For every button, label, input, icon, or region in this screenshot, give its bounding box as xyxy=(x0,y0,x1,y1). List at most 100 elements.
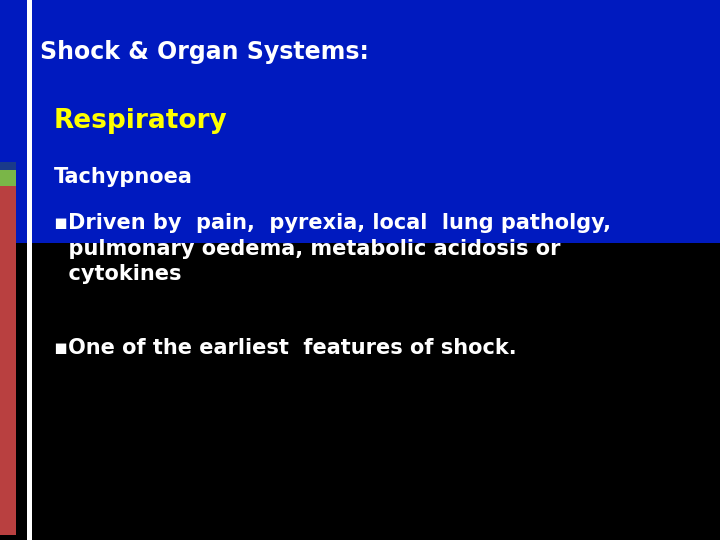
Bar xyxy=(0,94,720,97)
Bar xyxy=(0,375,720,378)
Bar xyxy=(0,162,720,165)
Bar xyxy=(0,246,720,248)
Bar xyxy=(0,529,720,532)
Bar xyxy=(0,27,720,30)
Bar xyxy=(0,14,720,16)
Bar xyxy=(0,54,720,57)
Bar xyxy=(0,184,720,186)
Bar xyxy=(0,481,720,483)
Bar xyxy=(0,294,720,297)
Bar xyxy=(0,405,720,408)
Bar xyxy=(0,205,720,208)
Bar xyxy=(0,491,720,494)
Bar xyxy=(0,494,720,497)
Bar xyxy=(0,130,720,132)
Bar xyxy=(0,73,720,76)
Bar xyxy=(0,103,720,105)
Bar xyxy=(0,138,720,140)
Bar xyxy=(0,521,720,524)
Bar xyxy=(0,35,720,38)
Bar xyxy=(0,305,720,308)
Bar xyxy=(0,408,720,410)
Bar xyxy=(0,418,720,421)
Bar xyxy=(0,86,720,89)
Bar xyxy=(0,513,720,516)
Bar xyxy=(0,413,720,416)
Bar xyxy=(0,346,720,348)
Bar xyxy=(0,3,720,5)
Bar xyxy=(0,5,720,8)
Bar xyxy=(0,170,720,173)
Bar xyxy=(0,394,720,397)
Bar xyxy=(0,437,720,440)
Bar xyxy=(0,208,720,211)
Bar xyxy=(0,284,720,286)
Bar xyxy=(0,470,720,472)
Bar xyxy=(0,122,720,124)
Bar xyxy=(0,332,720,335)
Bar xyxy=(0,351,720,354)
Bar xyxy=(0,392,720,394)
Bar xyxy=(0,11,720,14)
Bar xyxy=(0,300,720,302)
Bar xyxy=(0,135,720,138)
Bar xyxy=(0,248,720,251)
Text: ▪Driven by  pain,  pyrexia, local  lung patholgy,
  pulmonary oedema, metabolic : ▪Driven by pain, pyrexia, local lung pat… xyxy=(54,213,611,285)
Bar xyxy=(0,178,720,181)
Bar xyxy=(0,502,720,505)
Bar xyxy=(0,24,720,27)
Bar xyxy=(0,216,720,219)
Bar xyxy=(0,32,720,35)
Bar xyxy=(0,76,720,78)
Bar xyxy=(0,319,720,321)
Bar xyxy=(0,478,720,481)
Bar xyxy=(0,173,720,176)
Bar xyxy=(0,327,720,329)
Bar xyxy=(0,227,720,229)
Bar xyxy=(0,200,720,202)
Bar xyxy=(0,400,720,402)
Bar xyxy=(0,464,720,467)
Bar xyxy=(0,78,720,81)
Bar xyxy=(0,189,720,192)
Bar xyxy=(0,148,720,151)
Bar xyxy=(0,62,720,65)
Bar xyxy=(0,286,720,289)
Bar xyxy=(0,162,16,170)
Bar xyxy=(0,397,720,400)
Bar xyxy=(0,0,720,3)
Text: Tachypnoea: Tachypnoea xyxy=(54,167,193,187)
Bar xyxy=(0,451,720,454)
Bar xyxy=(0,316,720,319)
Text: ▪One of the earliest  features of shock.: ▪One of the earliest features of shock. xyxy=(54,338,517,357)
Bar xyxy=(0,270,720,273)
Bar xyxy=(0,524,720,526)
Bar xyxy=(0,537,720,540)
Bar xyxy=(0,367,720,370)
Bar xyxy=(0,235,720,238)
Bar xyxy=(0,281,720,284)
Bar xyxy=(0,254,720,256)
Bar xyxy=(0,267,720,270)
Bar xyxy=(0,51,720,54)
Bar xyxy=(0,140,720,143)
Bar xyxy=(0,459,720,462)
Bar xyxy=(0,105,720,108)
Bar xyxy=(0,359,720,362)
Bar xyxy=(0,329,720,332)
Bar xyxy=(0,259,720,262)
Bar xyxy=(0,100,720,103)
Bar xyxy=(0,124,720,127)
Bar xyxy=(0,273,720,275)
Bar xyxy=(0,516,720,518)
Bar xyxy=(0,297,720,300)
Bar xyxy=(0,402,720,405)
Bar xyxy=(0,68,720,70)
Bar xyxy=(0,446,720,448)
Bar xyxy=(0,176,720,178)
Bar xyxy=(0,456,720,459)
Bar xyxy=(0,167,720,170)
Bar xyxy=(0,97,720,100)
Bar xyxy=(0,386,720,389)
Bar xyxy=(0,381,720,383)
